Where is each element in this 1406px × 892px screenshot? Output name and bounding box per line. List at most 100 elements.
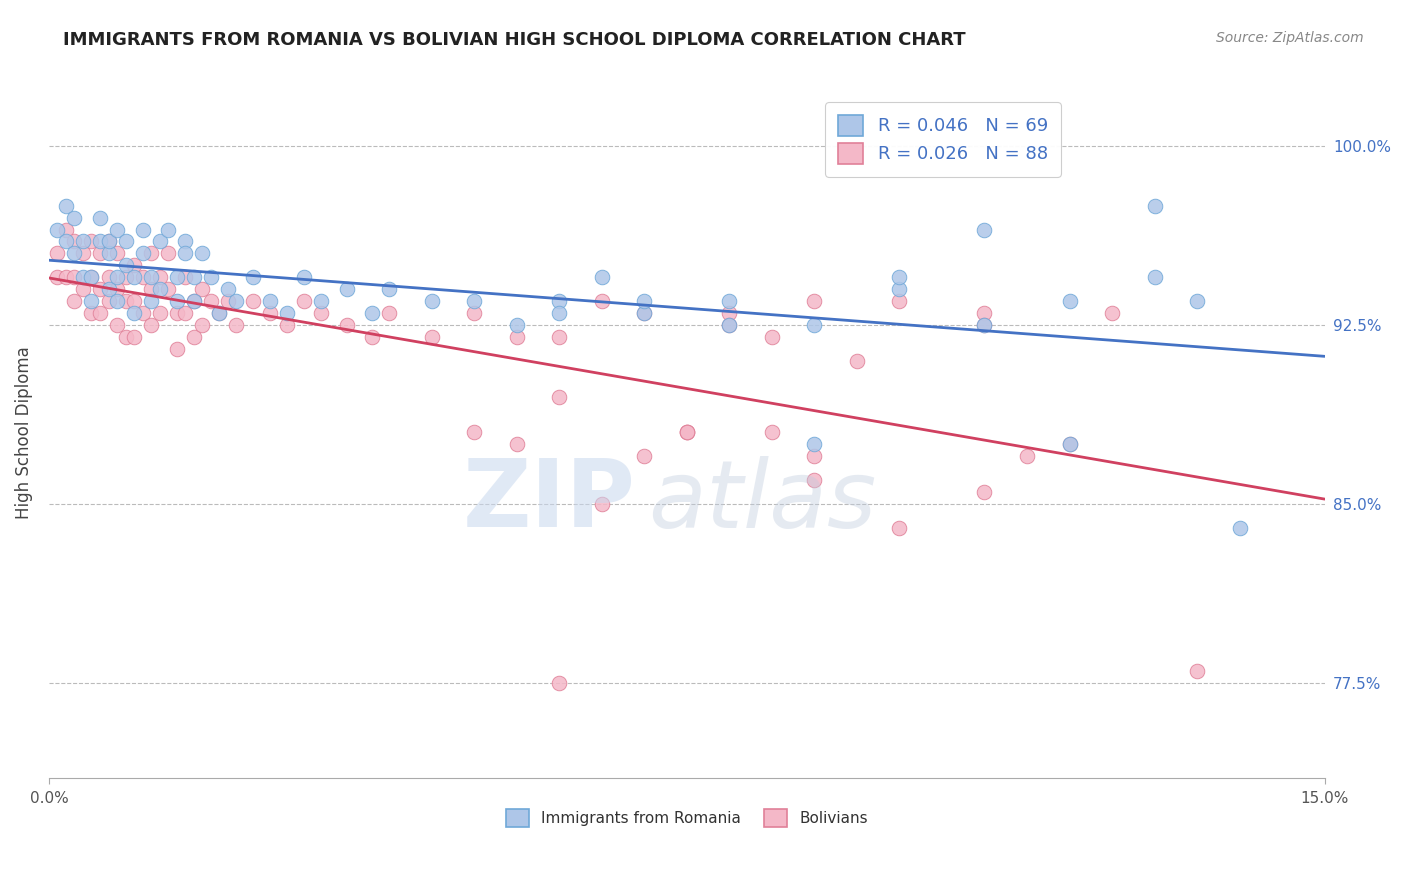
Point — [80, 306, 103, 320]
Point — [97, 235, 120, 249]
Point — [217, 294, 239, 309]
Point — [591, 270, 613, 285]
Point — [803, 449, 825, 463]
Point — [225, 294, 247, 309]
Point — [148, 282, 170, 296]
Point — [633, 294, 655, 309]
Point — [72, 235, 94, 249]
Point — [973, 318, 995, 332]
Point — [225, 318, 247, 332]
Point — [506, 330, 529, 344]
Point — [114, 270, 136, 285]
Point — [131, 306, 153, 320]
Point — [292, 270, 315, 285]
Point — [973, 222, 995, 236]
Point — [591, 497, 613, 511]
Text: IMMIGRANTS FROM ROMANIA VS BOLIVIAN HIGH SCHOOL DIPLOMA CORRELATION CHART: IMMIGRANTS FROM ROMANIA VS BOLIVIAN HIGH… — [63, 31, 966, 49]
Point — [105, 246, 128, 260]
Point — [166, 306, 188, 320]
Point — [889, 521, 911, 535]
Point — [105, 318, 128, 332]
Point — [97, 235, 120, 249]
Point — [63, 270, 86, 285]
Point — [63, 294, 86, 309]
Point — [1015, 449, 1038, 463]
Point — [148, 270, 170, 285]
Point — [845, 353, 868, 368]
Point — [548, 390, 571, 404]
Point — [361, 306, 384, 320]
Point — [89, 282, 111, 296]
Point — [191, 282, 214, 296]
Point — [675, 425, 697, 440]
Point — [292, 294, 315, 309]
Point — [242, 294, 264, 309]
Point — [463, 294, 485, 309]
Point — [80, 270, 103, 285]
Point — [633, 449, 655, 463]
Point — [122, 306, 145, 320]
Point — [259, 306, 281, 320]
Point — [114, 258, 136, 272]
Point — [548, 294, 571, 309]
Point — [122, 258, 145, 272]
Point — [463, 306, 485, 320]
Point — [718, 294, 741, 309]
Point — [174, 235, 197, 249]
Point — [122, 270, 145, 285]
Point — [803, 437, 825, 451]
Point — [183, 270, 205, 285]
Point — [1229, 521, 1251, 535]
Point — [675, 425, 697, 440]
Point — [1059, 437, 1081, 451]
Point — [166, 270, 188, 285]
Point — [718, 318, 741, 332]
Point — [72, 282, 94, 296]
Point — [122, 330, 145, 344]
Point — [276, 306, 298, 320]
Point — [174, 246, 197, 260]
Point — [208, 306, 231, 320]
Point — [309, 306, 332, 320]
Point — [463, 425, 485, 440]
Point — [336, 318, 359, 332]
Point — [1101, 306, 1123, 320]
Point — [55, 222, 77, 236]
Point — [174, 306, 197, 320]
Point — [72, 270, 94, 285]
Point — [63, 246, 86, 260]
Point — [114, 294, 136, 309]
Text: Source: ZipAtlas.com: Source: ZipAtlas.com — [1216, 31, 1364, 45]
Point — [46, 222, 69, 236]
Y-axis label: High School Diploma: High School Diploma — [15, 346, 32, 518]
Point — [761, 425, 783, 440]
Point — [336, 282, 359, 296]
Point — [122, 294, 145, 309]
Point — [157, 246, 180, 260]
Point — [80, 235, 103, 249]
Point — [166, 294, 188, 309]
Point — [89, 235, 111, 249]
Point — [139, 270, 162, 285]
Point — [803, 473, 825, 487]
Point — [166, 342, 188, 356]
Point — [718, 306, 741, 320]
Point — [191, 318, 214, 332]
Point — [183, 294, 205, 309]
Point — [718, 318, 741, 332]
Point — [63, 211, 86, 225]
Point — [242, 270, 264, 285]
Point — [889, 270, 911, 285]
Point — [139, 282, 162, 296]
Point — [183, 330, 205, 344]
Point — [105, 270, 128, 285]
Point — [208, 306, 231, 320]
Point — [55, 235, 77, 249]
Point — [378, 306, 401, 320]
Point — [420, 330, 443, 344]
Point — [973, 318, 995, 332]
Point — [200, 294, 222, 309]
Point — [889, 282, 911, 296]
Point — [378, 282, 401, 296]
Point — [591, 294, 613, 309]
